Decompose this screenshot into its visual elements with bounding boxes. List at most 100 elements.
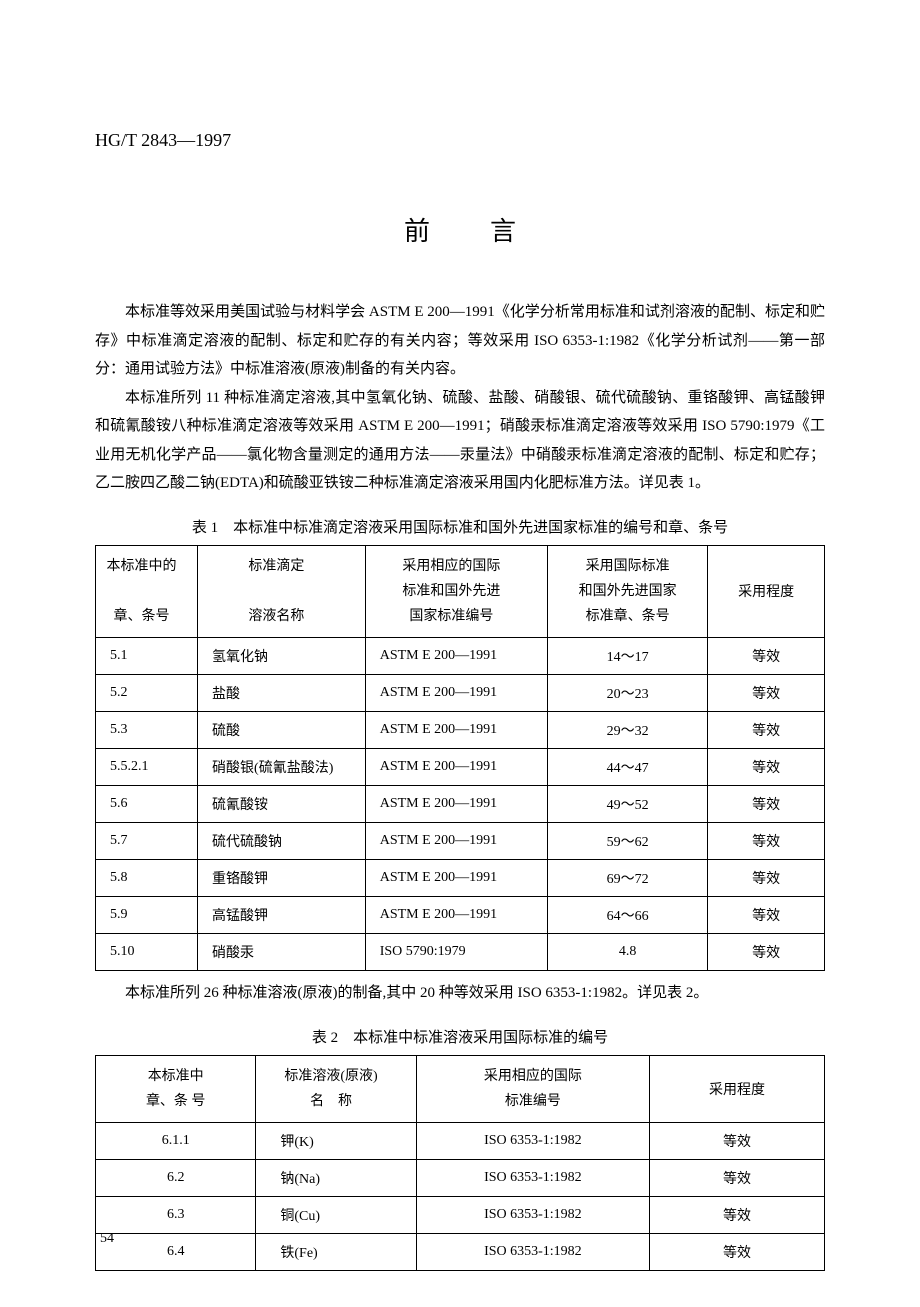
table-cell: ASTM E 200—1991 [365,860,547,897]
table-row: 6.3铜(Cu)ISO 6353-1:1982等效 [96,1196,825,1233]
table-cell: 等效 [708,712,825,749]
th-line: 标准溶液(原液) [256,1064,405,1089]
th-line: 和国外先进国家 [558,579,697,604]
table2-header-2: 标准溶液(原液) 名 称 [256,1055,416,1122]
table-cell: 等效 [708,860,825,897]
table-2: 本标准中 章、条 号 标准溶液(原液) 名 称 采用相应的国际 标准编号 采用程… [95,1055,825,1271]
table-cell: 5.3 [96,712,198,749]
table-cell: 5.6 [96,786,198,823]
th-line: 采用国际标准 [558,554,697,579]
th-line: 采用相应的国际 [427,1064,639,1089]
table-cell: 5.5.2.1 [96,749,198,786]
table-cell: 5.9 [96,897,198,934]
table-cell: ASTM E 200—1991 [365,749,547,786]
th-line: 国家标准编号 [366,604,537,629]
table-1: 本标准中的 章、条号 标准滴定 溶液名称 采用相应的国际 标准和国外先进 国家标… [95,545,825,972]
table-row: 5.9高锰酸钾ASTM E 200—199164～66等效 [96,897,825,934]
table-cell: ISO 6353-1:1982 [416,1196,649,1233]
table-cell: 等效 [650,1122,825,1159]
th-line: 本标准中 [106,1064,245,1089]
table-cell: ISO 6353-1:1982 [416,1159,649,1196]
table-cell: 20～23 [547,675,707,712]
table-cell: 等效 [708,934,825,971]
table-cell: 等效 [708,638,825,675]
table-row: 5.8重铬酸钾ASTM E 200—199169～72等效 [96,860,825,897]
table-row: 5.5.2.1硝酸银(硫氰盐酸法)ASTM E 200—199144～47等效 [96,749,825,786]
table-cell: 铁(Fe) [256,1233,416,1270]
table-cell: 等效 [708,823,825,860]
page-title: 前言 [95,211,825,248]
paragraph-2: 本标准所列 11 种标准滴定溶液,其中氢氧化钠、硫酸、盐酸、硝酸银、硫代硫酸钠、… [95,384,825,498]
th-line: 标准滴定 [198,554,355,579]
th-line: 章、条号 [96,604,187,629]
table-row: 5.1氢氧化钠ASTM E 200—199114～17等效 [96,638,825,675]
th-line: 章、条 号 [106,1089,245,1114]
th-line: 标准编号 [427,1089,639,1114]
table-cell: ASTM E 200—1991 [365,638,547,675]
table1-header-3: 采用相应的国际 标准和国外先进 国家标准编号 [365,545,547,638]
table-row: 6.1.1钾(K)ISO 6353-1:1982等效 [96,1122,825,1159]
table-header-row: 本标准中的 章、条号 标准滴定 溶液名称 采用相应的国际 标准和国外先进 国家标… [96,545,825,638]
th-line: 标准和国外先进 [366,579,537,604]
table-cell: 氢氧化钠 [198,638,366,675]
th-line: 本标准中的 [96,554,187,579]
table-cell: 硫氰酸铵 [198,786,366,823]
table-cell: 6.4 [96,1233,256,1270]
table-cell: ISO 6353-1:1982 [416,1122,649,1159]
table-cell: 等效 [650,1159,825,1196]
table-cell: 49～52 [547,786,707,823]
th-line: 名 称 [256,1089,405,1114]
table-cell: 6.3 [96,1196,256,1233]
th-line: 采用相应的国际 [366,554,537,579]
table-cell: 铜(Cu) [256,1196,416,1233]
table-cell: ASTM E 200—1991 [365,897,547,934]
table1-header-2: 标准滴定 溶液名称 [198,545,366,638]
table-cell: 重铬酸钾 [198,860,366,897]
table1-caption: 表 1 本标准中标准滴定溶液采用国际标准和国外先进国家标准的编号和章、条号 [95,516,825,537]
table-cell: 等效 [708,675,825,712]
table1-header-1: 本标准中的 章、条号 [96,545,198,638]
table-cell: 59～62 [547,823,707,860]
table1-header-4: 采用国际标准 和国外先进国家 标准章、条号 [547,545,707,638]
table-cell: 等效 [650,1196,825,1233]
table-cell: 硝酸汞 [198,934,366,971]
table-cell: 6.2 [96,1159,256,1196]
table2-header-1: 本标准中 章、条 号 [96,1055,256,1122]
table-cell: 14～17 [547,638,707,675]
table-cell: 5.8 [96,860,198,897]
table-cell: 硫代硫酸钠 [198,823,366,860]
table-cell: ISO 5790:1979 [365,934,547,971]
page-number: 54 [100,1231,114,1247]
table-row: 6.4铁(Fe)ISO 6353-1:1982等效 [96,1233,825,1270]
table-cell: 5.7 [96,823,198,860]
table-cell: 4.8 [547,934,707,971]
th-line: 标准章、条号 [558,604,697,629]
table-cell: ASTM E 200—1991 [365,675,547,712]
table-cell: 69～72 [547,860,707,897]
table-cell: 钾(K) [256,1122,416,1159]
table-row: 5.6硫氰酸铵ASTM E 200—199149～52等效 [96,786,825,823]
table-cell: ISO 6353-1:1982 [416,1233,649,1270]
document-code: HG/T 2843—1997 [95,130,825,151]
table-cell: ASTM E 200—1991 [365,712,547,749]
table2-header-3: 采用相应的国际 标准编号 [416,1055,649,1122]
table-row: 5.3硫酸ASTM E 200—199129～32等效 [96,712,825,749]
table-cell: 5.1 [96,638,198,675]
paragraph-1: 本标准等效采用美国试验与材料学会 ASTM E 200—1991《化学分析常用标… [95,298,825,384]
table-header-row: 本标准中 章、条 号 标准溶液(原液) 名 称 采用相应的国际 标准编号 采用程… [96,1055,825,1122]
intertext: 本标准所列 26 种标准溶液(原液)的制备,其中 20 种等效采用 ISO 63… [95,979,825,1008]
table-cell: 5.10 [96,934,198,971]
table-cell: 等效 [708,897,825,934]
table-row: 5.2盐酸ASTM E 200—199120～23等效 [96,675,825,712]
table1-header-5: 采用程度 [708,545,825,638]
th-line: 溶液名称 [198,604,355,629]
table-cell: 盐酸 [198,675,366,712]
table-cell: 29～32 [547,712,707,749]
table-cell: 钠(Na) [256,1159,416,1196]
table-cell: 硝酸银(硫氰盐酸法) [198,749,366,786]
table-row: 6.2钠(Na)ISO 6353-1:1982等效 [96,1159,825,1196]
table-row: 5.7硫代硫酸钠ASTM E 200—199159～62等效 [96,823,825,860]
table-cell: ASTM E 200—1991 [365,786,547,823]
table2-caption: 表 2 本标准中标准溶液采用国际标准的编号 [95,1026,825,1047]
table-cell: 5.2 [96,675,198,712]
